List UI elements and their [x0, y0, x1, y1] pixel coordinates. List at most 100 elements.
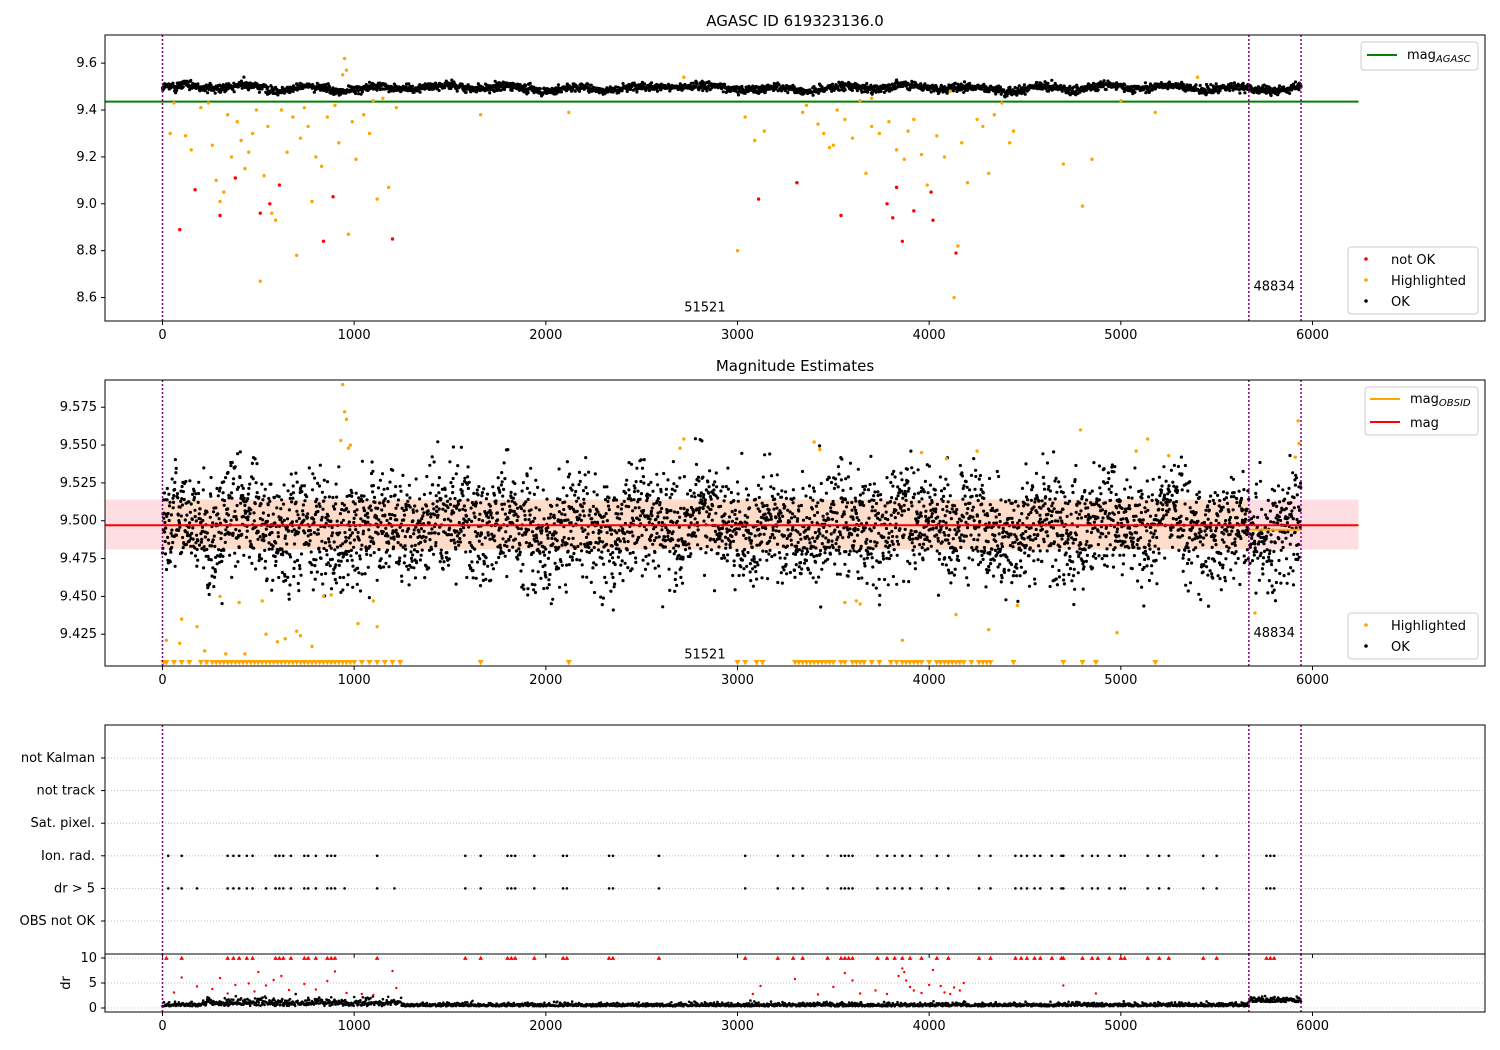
ok-point	[436, 440, 440, 444]
estimates-title: Magnitude Estimates	[716, 357, 874, 375]
ok-point	[226, 513, 231, 517]
ok-point	[279, 507, 283, 511]
ok-point	[473, 547, 477, 551]
ok-point	[207, 592, 211, 597]
ok-point	[244, 535, 249, 539]
ok-point	[338, 575, 342, 580]
ok-point	[217, 548, 221, 552]
ok-point	[206, 91, 210, 95]
ok-point	[415, 561, 419, 565]
ok-point	[202, 566, 206, 570]
highlighted-point	[858, 98, 862, 103]
ok-point	[1194, 83, 1198, 87]
ok-point	[255, 462, 259, 466]
ok-point	[426, 509, 430, 513]
ok-point	[396, 498, 400, 502]
ok-point	[723, 83, 727, 87]
ok-point	[234, 515, 238, 519]
highlighted-point	[804, 103, 809, 108]
ok-point	[312, 531, 316, 535]
ok-point	[165, 486, 169, 491]
ok-point	[224, 476, 228, 480]
ok-point	[432, 460, 436, 464]
ok-point	[474, 576, 478, 580]
ok-point	[213, 570, 217, 574]
ok-point	[458, 536, 462, 541]
ok-point	[544, 547, 548, 551]
highlighted-legend-marker	[1364, 278, 1368, 282]
highlighted-point	[1000, 101, 1004, 105]
ok-point	[596, 548, 601, 552]
ok-point	[535, 536, 539, 540]
ok-point	[1046, 81, 1050, 85]
ok-point	[641, 511, 645, 515]
ok-point	[249, 508, 253, 512]
ok-point	[333, 548, 337, 552]
ok-point	[623, 540, 627, 544]
ok-point	[301, 509, 305, 513]
ok-point	[264, 527, 268, 531]
ok-point	[532, 85, 536, 89]
ok-point	[666, 478, 670, 482]
ok-point	[615, 543, 619, 547]
ok-point	[446, 563, 451, 567]
ok-point	[611, 575, 615, 580]
ok-point	[213, 544, 217, 549]
ok-point	[573, 89, 577, 93]
ok-point	[425, 474, 429, 479]
ok-point	[350, 491, 354, 495]
ok-point	[449, 533, 454, 537]
highlighted-point	[816, 122, 820, 126]
highlighted-point	[279, 108, 284, 112]
ok-point	[280, 498, 284, 502]
ok-point	[561, 540, 565, 544]
ok-point	[293, 560, 297, 564]
ok-point	[272, 496, 276, 500]
ok-point	[648, 493, 652, 497]
ok-point	[377, 547, 381, 552]
ok-point	[555, 503, 559, 507]
ok-point	[609, 532, 614, 536]
ok-point	[592, 490, 596, 494]
ok-point	[689, 521, 693, 525]
ok-point	[353, 502, 357, 506]
ok-point	[498, 490, 502, 494]
ok-point	[334, 502, 338, 506]
ok-point	[525, 486, 530, 490]
ok-point	[195, 547, 199, 552]
ok-point	[292, 566, 296, 571]
ok-point	[222, 503, 226, 507]
ok-point	[526, 528, 531, 532]
ok-point	[308, 528, 312, 533]
ok-point	[500, 480, 504, 484]
ok-point	[526, 91, 530, 95]
ok-point	[440, 556, 444, 560]
ok-point	[679, 506, 683, 510]
ok-point	[319, 88, 323, 92]
ok-point	[638, 514, 643, 518]
ok-point	[346, 510, 351, 514]
ok-point	[609, 589, 613, 593]
highlighted-point	[298, 136, 303, 140]
ok-point	[696, 528, 700, 532]
highlighted-point	[827, 145, 832, 150]
ok-point	[419, 540, 423, 545]
ok-point	[250, 561, 254, 566]
ok-point	[196, 538, 200, 543]
highlighted-point	[1195, 75, 1200, 79]
ok-point	[163, 530, 167, 534]
ok-point	[451, 491, 455, 495]
ok-point	[542, 586, 546, 591]
ok-point	[379, 520, 383, 525]
highlighted-point	[254, 108, 259, 112]
ok-point	[725, 559, 729, 563]
ok-point	[551, 597, 555, 601]
ok-point	[325, 553, 329, 557]
ok-point	[451, 476, 455, 481]
ok-point	[309, 532, 313, 537]
ok-point	[614, 85, 618, 89]
ok-point	[500, 471, 504, 475]
ok-point	[649, 480, 653, 484]
highlighted-point	[753, 138, 757, 143]
